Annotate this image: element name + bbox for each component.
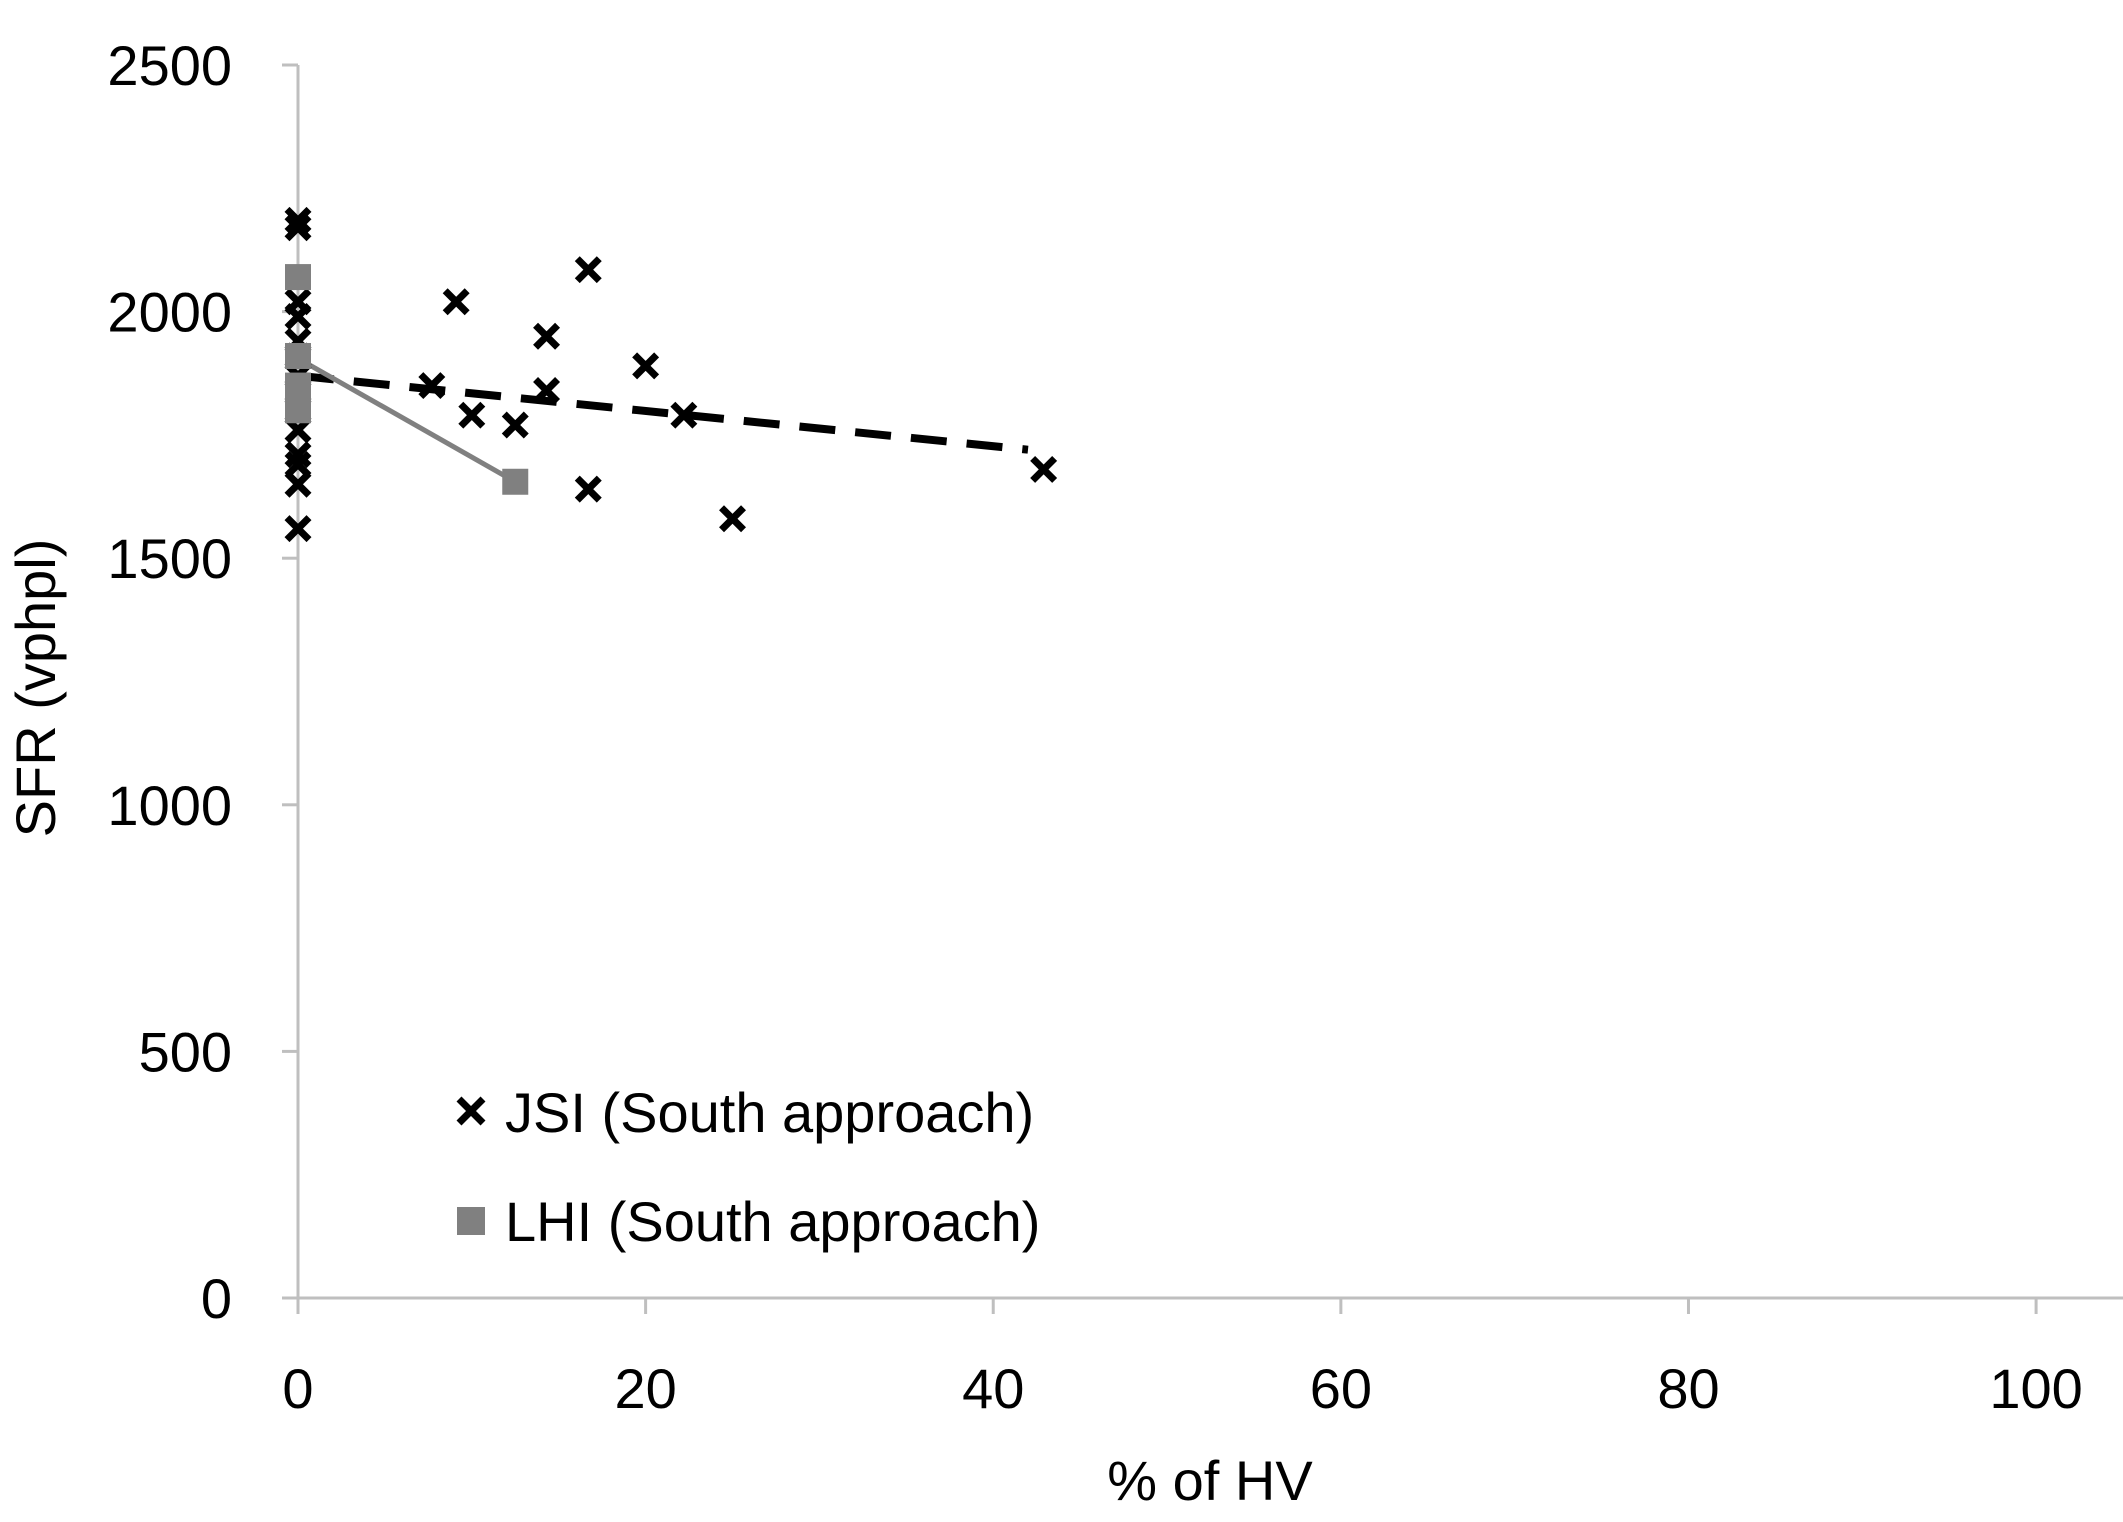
legend-item-jsi: JSI (South approach) <box>456 1081 1034 1144</box>
x-tick-label: 0 <box>282 1357 313 1420</box>
y-axis-title: SFR (vphpl) <box>4 539 67 838</box>
y-tick-label: 1000 <box>107 774 232 837</box>
data-point-lhi <box>285 342 311 369</box>
data-point-lhi <box>285 264 311 291</box>
x-axis-title: % of HV <box>1107 1449 1313 1512</box>
y-tick-label: 0 <box>201 1267 232 1330</box>
data-point-jsi <box>533 377 561 404</box>
legend-marker-jsi-x-icon <box>456 1096 486 1126</box>
data-point-jsi <box>284 515 312 543</box>
data-point-jsi <box>632 352 660 380</box>
data-points-layer <box>284 206 1058 543</box>
data-point-jsi <box>284 214 312 242</box>
x-tick-label: 60 <box>1310 1357 1372 1420</box>
trendline-lhi <box>296 356 517 484</box>
data-point-jsi <box>284 206 312 234</box>
legend-label-lhi: LHI (South approach) <box>505 1190 1040 1253</box>
axis-labels-layer: % of HV SFR (vphpl) <box>4 539 1313 1512</box>
data-point-jsi <box>1030 455 1058 483</box>
data-point-jsi <box>719 505 746 533</box>
x-tick-label: 80 <box>1657 1357 1719 1420</box>
data-point-jsi <box>670 401 698 429</box>
data-point-jsi <box>284 451 312 478</box>
data-point-jsi <box>574 475 602 503</box>
data-point-jsi <box>442 288 470 316</box>
trendline-jsi <box>297 371 1029 454</box>
data-point-jsi <box>458 401 486 429</box>
data-point-jsi <box>284 470 312 498</box>
axes-layer: 0 500 1000 1500 2000 2500 0 20 40 60 80 100 <box>107 34 2123 1420</box>
x-tick-label: 20 <box>614 1357 676 1420</box>
y-tick-label: 2000 <box>107 281 232 344</box>
data-point-jsi <box>418 372 446 400</box>
data-point-jsi <box>533 322 561 350</box>
legend-label-jsi: JSI (South approach) <box>505 1081 1034 1144</box>
data-point-lhi <box>285 397 311 424</box>
y-tick-label: 500 <box>139 1020 232 1083</box>
y-tick-label: 2500 <box>107 34 232 97</box>
data-point-jsi <box>284 303 312 331</box>
data-point-jsi <box>501 411 529 439</box>
data-point-jsi <box>574 256 602 284</box>
data-point-lhi <box>285 372 311 399</box>
trendlines-layer <box>296 356 1029 484</box>
legend: JSI (South approach) LHI (South approach… <box>456 1081 1040 1253</box>
legend-marker-lhi-square-icon <box>457 1207 485 1235</box>
x-tick-label: 40 <box>962 1357 1024 1420</box>
x-tick-label: 100 <box>1989 1357 2082 1420</box>
y-tick-label: 1500 <box>107 527 232 590</box>
legend-item-lhi: LHI (South approach) <box>457 1190 1040 1253</box>
data-point-lhi <box>502 468 529 495</box>
